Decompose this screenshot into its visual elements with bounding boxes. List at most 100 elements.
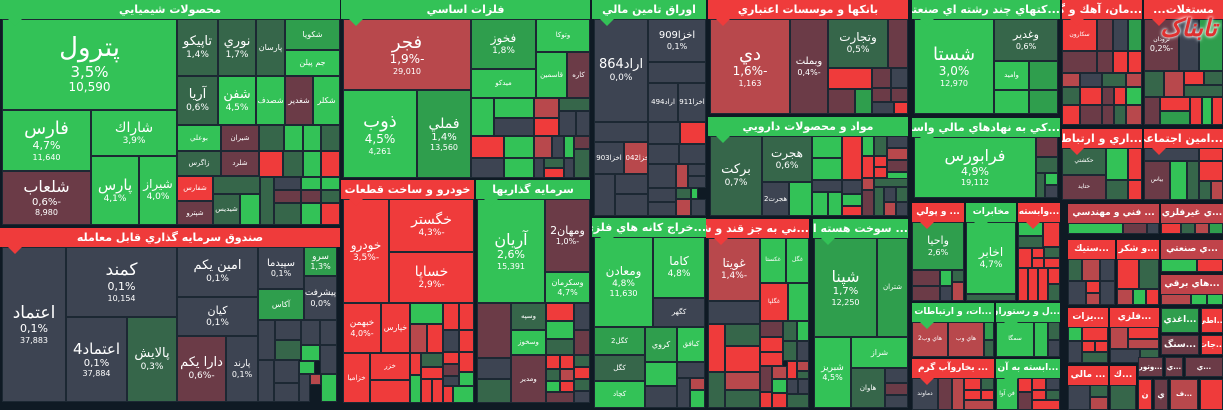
- stock-tile[interactable]: [1161, 259, 1197, 272]
- stock-tile[interactable]: [504, 136, 534, 158]
- stock-shepna[interactable]: شپنا 1,7% 12,250: [814, 238, 877, 337]
- stock-tile[interactable]: [274, 360, 299, 383]
- stock-tile[interactable]: [1068, 385, 1090, 410]
- stock-tile[interactable]: [534, 136, 552, 158]
- stock-midko[interactable]: ميدكو: [471, 69, 536, 98]
- stock-tile[interactable]: [1102, 87, 1114, 105]
- stock-tile[interactable]: [552, 136, 564, 158]
- stock-sakaroon[interactable]: سكارون: [1062, 19, 1097, 51]
- stock-tile[interactable]: [1181, 223, 1195, 234]
- sector-x7[interactable]: [1200, 379, 1223, 410]
- stock-tile[interactable]: [1102, 105, 1114, 125]
- stock-tile[interactable]: [421, 379, 432, 403]
- stock-tile[interactable]: [1100, 281, 1115, 305]
- stock-tile[interactable]: [546, 392, 574, 403]
- stock-tile[interactable]: [1080, 105, 1102, 125]
- sector-title[interactable]: ...ل و رستوران: [996, 303, 1060, 322]
- stock-tile[interactable]: [772, 379, 787, 393]
- stock-tile[interactable]: [1032, 400, 1060, 410]
- sector-title[interactable]: ن: [1138, 379, 1152, 410]
- stock-fakhooz[interactable]: فخوز 1,8%: [471, 19, 536, 69]
- stock-tile[interactable]: [787, 361, 797, 379]
- stock-tile[interactable]: [981, 390, 994, 400]
- stock-tile[interactable]: [576, 111, 590, 136]
- sector-stone[interactable]: ...سنگ: [1161, 335, 1199, 355]
- stock-tile[interactable]: [648, 202, 676, 216]
- stock-tile[interactable]: [213, 176, 260, 194]
- stock-tile[interactable]: [321, 203, 340, 225]
- stock-tile[interactable]: [574, 330, 590, 355]
- stock-tile[interactable]: [688, 176, 706, 188]
- sector-title[interactable]: اوراق تامين مالي: [592, 0, 706, 19]
- stock-tile[interactable]: [1133, 289, 1146, 305]
- stock-tile[interactable]: [874, 167, 887, 178]
- stock-tile[interactable]: [874, 156, 887, 167]
- stock-tile[interactable]: [1102, 73, 1126, 87]
- stock-tile[interactable]: [1126, 73, 1142, 87]
- sector-communication[interactable]: مخابرات اخابر 4,7%: [966, 203, 1016, 301]
- stock-tile[interactable]: [1048, 322, 1060, 340]
- stock-tile[interactable]: [679, 144, 706, 164]
- stock-ghakesta[interactable]: غكستا: [760, 238, 786, 283]
- stock-zagros[interactable]: زاگرس: [177, 151, 221, 176]
- sector-affiliated2[interactable]: ...ابسته به آن فن آوا: [996, 359, 1060, 410]
- stock-tile[interactable]: [1080, 87, 1102, 105]
- stock-tile[interactable]: [284, 125, 303, 151]
- stock-akhaber[interactable]: اخابر 4,7%: [966, 222, 1016, 294]
- sector-title[interactable]: ...جات: [1201, 335, 1223, 355]
- stock-tile[interactable]: [410, 324, 427, 353]
- stock-tile[interactable]: [1190, 97, 1202, 125]
- stock-tile[interactable]: [494, 98, 534, 118]
- sector-title[interactable]: بانكها و موسسات اعتباري: [708, 0, 908, 19]
- stock-tile[interactable]: [443, 330, 459, 352]
- stock-tile[interactable]: [855, 89, 872, 114]
- stock-tile[interactable]: [615, 174, 648, 194]
- stock-tile[interactable]: [1212, 97, 1223, 125]
- sector-finance[interactable]: ... مالي: [1068, 366, 1108, 410]
- stock-tile[interactable]: [887, 160, 908, 172]
- stock-tile[interactable]: [1048, 340, 1060, 357]
- stock-tile[interactable]: [303, 151, 321, 177]
- sector-title[interactable]: ...يزات: [1068, 308, 1108, 327]
- stock-tile[interactable]: [896, 202, 908, 216]
- stock-tile[interactable]: [760, 352, 783, 366]
- sector-title[interactable]: مخابرات: [966, 203, 1016, 222]
- stock-tile[interactable]: [1062, 87, 1080, 105]
- stock-tile[interactable]: [1160, 111, 1190, 125]
- stock-tile[interactable]: [534, 158, 544, 178]
- stock-tile[interactable]: [421, 367, 443, 379]
- sector-telecom-it[interactable]: ...اري و ارتباطات حكشتي حتايد: [1062, 129, 1142, 200]
- sector-x5[interactable]: ي: [1154, 379, 1168, 410]
- stock-tile[interactable]: [1110, 385, 1136, 410]
- stock-kegol2[interactable]: كگل2: [594, 327, 645, 355]
- stock-tile[interactable]: [690, 390, 705, 408]
- stock-kabafgh[interactable]: كبافق: [677, 327, 705, 362]
- stock-tile[interactable]: [1044, 247, 1060, 258]
- stock-sarv[interactable]: سرو 1,3%: [304, 247, 337, 276]
- stock-tile[interactable]: [283, 151, 303, 177]
- stock-tile[interactable]: [1036, 137, 1058, 157]
- stock-ghasemin[interactable]: قاسمين: [536, 52, 567, 98]
- stock-tile[interactable]: [984, 340, 994, 357]
- stock-tile[interactable]: [274, 177, 301, 190]
- stock-tile[interactable]: [421, 353, 443, 367]
- stock-vamadir[interactable]: ومدير: [511, 355, 546, 403]
- stock-tile[interactable]: [564, 158, 574, 178]
- stock-vatejarat[interactable]: وتجارت 0,5%: [828, 19, 888, 68]
- stock-tile[interactable]: [1045, 173, 1058, 185]
- stock-shiraz[interactable]: شيراز 4,0%: [139, 156, 177, 225]
- stock-tile[interactable]: [938, 378, 952, 410]
- stock-tile[interactable]: [1068, 259, 1082, 281]
- stock-tile[interactable]: [691, 188, 698, 199]
- stock-hatayd[interactable]: حتايد: [1062, 175, 1106, 200]
- sector-x4[interactable]: ن: [1138, 379, 1152, 410]
- sector-intermediary[interactable]: ...كي به نهادهاي مالي واسط فرابورس 4,9% …: [912, 118, 1060, 200]
- stock-tile[interactable]: [872, 102, 894, 114]
- stock-tile[interactable]: [797, 371, 809, 379]
- stock-tile[interactable]: [459, 330, 474, 352]
- stock-tile[interactable]: [477, 358, 511, 379]
- stock-tile[interactable]: [783, 341, 797, 361]
- sector-title[interactable]: ... بخاروآب گرم: [912, 359, 994, 378]
- stock-tile[interactable]: [1062, 73, 1080, 87]
- stock-shaklar[interactable]: شكلر: [313, 76, 340, 125]
